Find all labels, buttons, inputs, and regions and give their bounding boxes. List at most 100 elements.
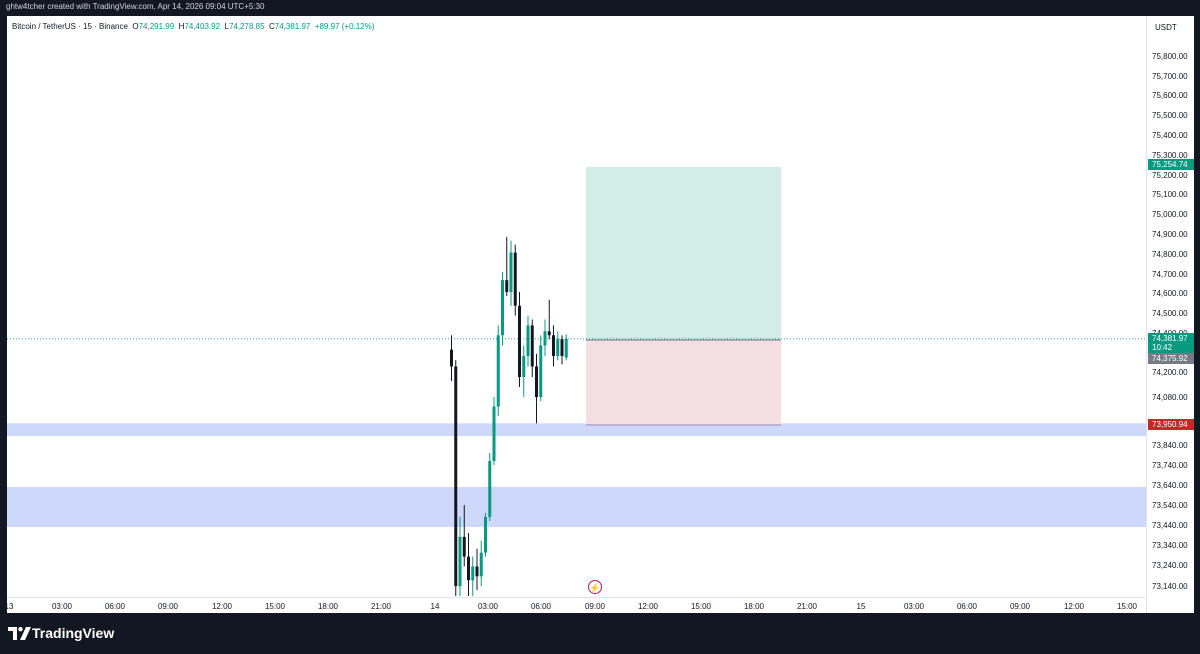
close-value: 74,381.97 xyxy=(274,22,311,31)
last-price-value: 74,381.97 xyxy=(1152,334,1188,343)
time-tick: 15:00 xyxy=(264,602,286,611)
target-price-badge: 75,254.74 xyxy=(1148,159,1194,170)
last-price-badge: 74,381.97 10:42 xyxy=(1148,333,1194,353)
candle-body xyxy=(530,325,534,367)
time-tick: 09:00 xyxy=(1009,602,1031,611)
branding-footer: TradingView xyxy=(0,613,1200,654)
time-tick: 12:00 xyxy=(1063,602,1085,611)
price-tick: 75,500.00 xyxy=(1152,111,1188,120)
tradingview-logo-icon xyxy=(8,627,31,640)
price-tick: 75,000.00 xyxy=(1152,210,1188,219)
price-axis[interactable]: USDT 75,800.00 75,700.00 75,600.00 75,50… xyxy=(1146,16,1195,613)
price-tick: 73,840.00 xyxy=(1152,441,1188,450)
time-tick: 21:00 xyxy=(796,602,818,611)
price-tick: 74,900.00 xyxy=(1152,230,1188,239)
time-tick: 13 xyxy=(4,602,14,611)
time-axis[interactable]: 13 03:00 06:00 09:00 12:00 15:00 18:00 2… xyxy=(4,597,1146,614)
symbol-legend: Bitcoin / TetherUS · 15 · Binance O74,29… xyxy=(12,22,374,31)
low-value: 74,278.85 xyxy=(228,22,265,31)
price-tick: 74,600.00 xyxy=(1152,289,1188,298)
candle-body xyxy=(543,331,547,346)
candle-body xyxy=(522,355,526,377)
price-tick: 73,640.00 xyxy=(1152,481,1188,490)
candle-body xyxy=(539,345,543,397)
price-tick: 73,240.00 xyxy=(1152,561,1188,570)
price-tick: 73,140.00 xyxy=(1152,582,1188,591)
time-tick: 06:00 xyxy=(104,602,126,611)
open-label: O xyxy=(132,22,139,31)
candle-body xyxy=(552,335,555,356)
candle-body xyxy=(505,280,509,292)
time-tick: 03:00 xyxy=(51,602,73,611)
candle-body xyxy=(479,552,483,577)
chart-area[interactable]: Bitcoin / TetherUS · 15 · Binance O74,29… xyxy=(7,16,1146,597)
candle-body xyxy=(458,536,462,587)
candle-body xyxy=(564,338,568,358)
stop-zone xyxy=(586,340,781,425)
low-label: L xyxy=(224,22,229,31)
currency-label[interactable]: USDT xyxy=(1155,23,1177,32)
open-value: 74,291.99 xyxy=(138,22,175,31)
time-tick: 03:00 xyxy=(477,602,499,611)
candle-body xyxy=(450,349,453,367)
chart-panel: Bitcoin / TetherUS · 15 · Binance O74,29… xyxy=(4,16,1195,614)
time-tick: 15:00 xyxy=(1116,602,1138,611)
candle-body xyxy=(454,366,458,587)
brand-name: TradingView xyxy=(32,625,115,641)
candle-body xyxy=(518,305,521,377)
lightning-icon[interactable]: ⚡ xyxy=(588,580,602,594)
candle-body xyxy=(560,339,564,356)
time-tick: 15 xyxy=(856,602,866,611)
candle-body xyxy=(484,517,487,553)
time-tick: 12:00 xyxy=(637,602,659,611)
price-tick: 73,740.00 xyxy=(1152,461,1188,470)
price-tick: 73,340.00 xyxy=(1152,541,1188,550)
candle-body xyxy=(488,461,492,517)
time-tick: 12:00 xyxy=(211,602,233,611)
price-tick: 74,700.00 xyxy=(1152,270,1188,279)
candle-body xyxy=(475,566,479,577)
symbol-name[interactable]: Bitcoin / TetherUS · 15 · Binance xyxy=(12,22,128,31)
support-zone xyxy=(7,423,1146,437)
time-tick: 06:00 xyxy=(956,602,978,611)
price-tick: 75,800.00 xyxy=(1152,52,1188,61)
snapshot-header: ghtw4tcher created with TradingView.com,… xyxy=(0,0,1200,16)
price-tick: 75,100.00 xyxy=(1152,190,1188,199)
price-tick: 75,200.00 xyxy=(1152,171,1188,180)
time-tick: 03:00 xyxy=(903,602,925,611)
time-tick: 15:00 xyxy=(690,602,712,611)
price-tick: 74,500.00 xyxy=(1152,309,1188,318)
price-tick: 75,700.00 xyxy=(1152,72,1188,81)
candle-body xyxy=(509,252,513,292)
time-tick: 06:00 xyxy=(530,602,552,611)
price-tick: 74,080.00 xyxy=(1152,393,1188,402)
change-value: +89.97 (+0.12%) xyxy=(314,22,375,31)
candle-body xyxy=(526,325,530,356)
high-value: 74,403.92 xyxy=(184,22,221,31)
candle-countdown: 10:42 xyxy=(1152,343,1173,352)
time-tick: 09:00 xyxy=(157,602,179,611)
time-tick: 18:00 xyxy=(743,602,765,611)
price-tick: 74,800.00 xyxy=(1152,250,1188,259)
target-zone xyxy=(586,167,781,340)
high-label: H xyxy=(178,22,185,31)
candle-body xyxy=(513,252,517,306)
candle-body xyxy=(501,280,504,336)
candle-body xyxy=(496,335,500,407)
entry-price-badge: 74,375.92 xyxy=(1148,353,1194,364)
time-tick: 14 xyxy=(430,602,440,611)
price-tick: 73,440.00 xyxy=(1152,521,1188,530)
price-tick: 74,200.00 xyxy=(1152,368,1188,377)
candle-body xyxy=(535,366,538,397)
support-zone xyxy=(7,487,1146,527)
snapshot-text: ghtw4tcher created with TradingView.com,… xyxy=(6,2,265,11)
price-tick: 75,300.00 xyxy=(1152,151,1188,160)
candle-body xyxy=(492,406,496,461)
price-tick: 75,600.00 xyxy=(1152,91,1188,100)
candle-body xyxy=(547,331,551,336)
candle-body xyxy=(471,566,475,581)
price-plot[interactable] xyxy=(7,16,1146,597)
stop-price-badge: 73,950.94 xyxy=(1148,419,1194,430)
time-tick: 09:00 xyxy=(584,602,606,611)
price-tick: 73,540.00 xyxy=(1152,501,1188,510)
